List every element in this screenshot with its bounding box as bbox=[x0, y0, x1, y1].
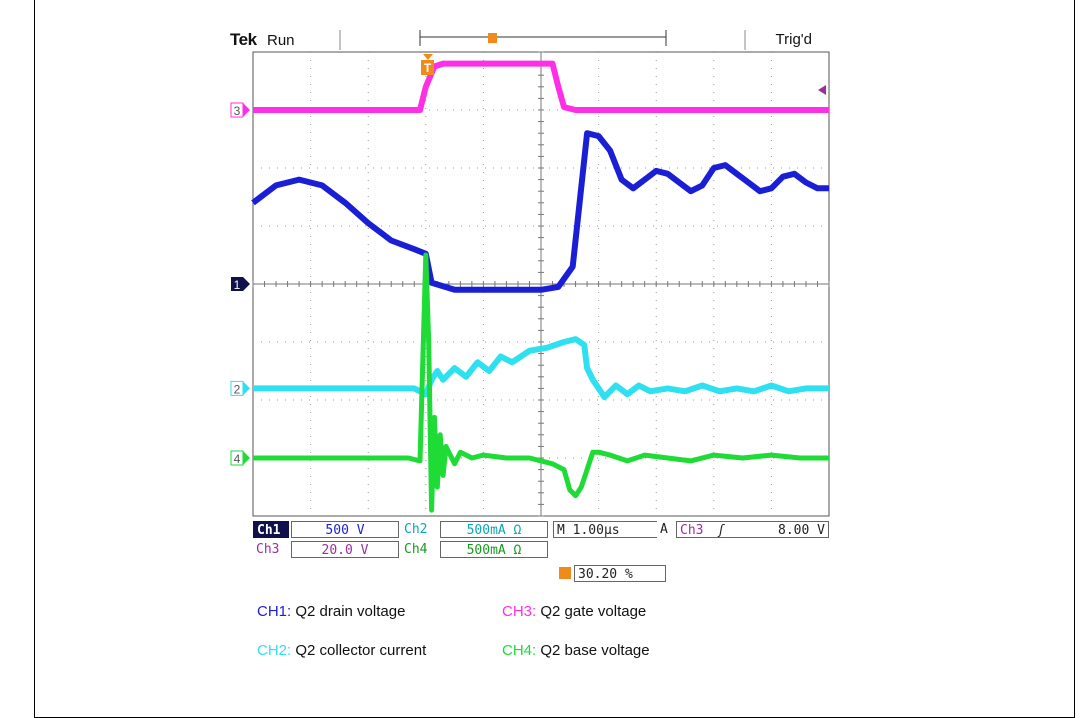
trigger-position-icon: T bbox=[421, 54, 434, 75]
ch4-scale: 500mA Ω bbox=[440, 541, 548, 558]
record-trigger-icon bbox=[488, 33, 497, 43]
trigger-level: 8.00 V bbox=[778, 523, 825, 538]
trace-ch3 bbox=[253, 60, 829, 113]
channel-markers: 1 2 3 4 bbox=[230, 102, 250, 466]
trigger-readout: Ch3 ʃ 8.00 V bbox=[676, 521, 829, 538]
trigger-slope-icon: ʃ bbox=[717, 523, 726, 538]
ch2-scale: 500mA Ω bbox=[440, 521, 548, 538]
trace-ch1 bbox=[251, 130, 829, 293]
legend-tag: CH1: bbox=[257, 603, 292, 620]
acquisition-state: Run bbox=[267, 32, 295, 49]
marker-ch3: 3 bbox=[230, 102, 250, 118]
trigger-level-icon bbox=[818, 85, 826, 95]
traces bbox=[251, 60, 829, 513]
brand-logo: Tek bbox=[230, 30, 257, 49]
trigger-position-readout-icon bbox=[559, 567, 571, 579]
legend-ch4: CH4: Q2 base voltage bbox=[502, 642, 650, 659]
ch4-label: Ch4 bbox=[401, 541, 439, 558]
trigger-status: Trig'd bbox=[775, 31, 812, 48]
ch1-label: Ch1 bbox=[253, 521, 289, 538]
marker-ch2: 2 bbox=[230, 380, 250, 396]
legend-tag: CH3: bbox=[502, 603, 537, 620]
legend-ch3: CH3: Q2 gate voltage bbox=[502, 603, 646, 620]
legend-ch2: CH2: Q2 collector current bbox=[257, 642, 426, 659]
legend-text: Q2 drain voltage bbox=[295, 603, 406, 620]
timebase-readout: M 1.00µs bbox=[553, 521, 661, 538]
legend-text: Q2 gate voltage bbox=[540, 603, 647, 620]
ch3-label: Ch3 bbox=[253, 541, 289, 558]
legend-ch1: CH1: Q2 drain voltage bbox=[257, 603, 405, 620]
legend-text: Q2 base voltage bbox=[540, 642, 650, 659]
trigger-mode: A bbox=[657, 521, 673, 538]
scope-header: Tek Run Trig'd bbox=[230, 30, 830, 52]
trigger-position-readout: 30.20 % bbox=[574, 565, 666, 582]
trace-ch4 bbox=[253, 252, 829, 513]
marker-label: 2 bbox=[234, 382, 241, 396]
marker-label: 3 bbox=[234, 104, 241, 118]
trace-ch2 bbox=[253, 336, 829, 401]
ch1-scale: 500 V bbox=[291, 521, 399, 538]
legend-tag: CH2: bbox=[257, 642, 292, 659]
trigger-marker-label: T bbox=[424, 61, 432, 75]
legend-text: Q2 collector current bbox=[295, 642, 427, 659]
marker-label: 1 bbox=[234, 278, 241, 292]
marker-ch4: 4 bbox=[230, 450, 250, 466]
marker-ch1: 1 bbox=[231, 277, 250, 292]
trigger-source: Ch3 bbox=[680, 523, 704, 538]
ch3-scale: 20.0 V bbox=[291, 541, 399, 558]
record-length-bar bbox=[339, 30, 746, 50]
legend-tag: CH4: bbox=[502, 642, 537, 659]
ch2-label: Ch2 bbox=[401, 521, 439, 538]
marker-label: 4 bbox=[234, 452, 241, 466]
